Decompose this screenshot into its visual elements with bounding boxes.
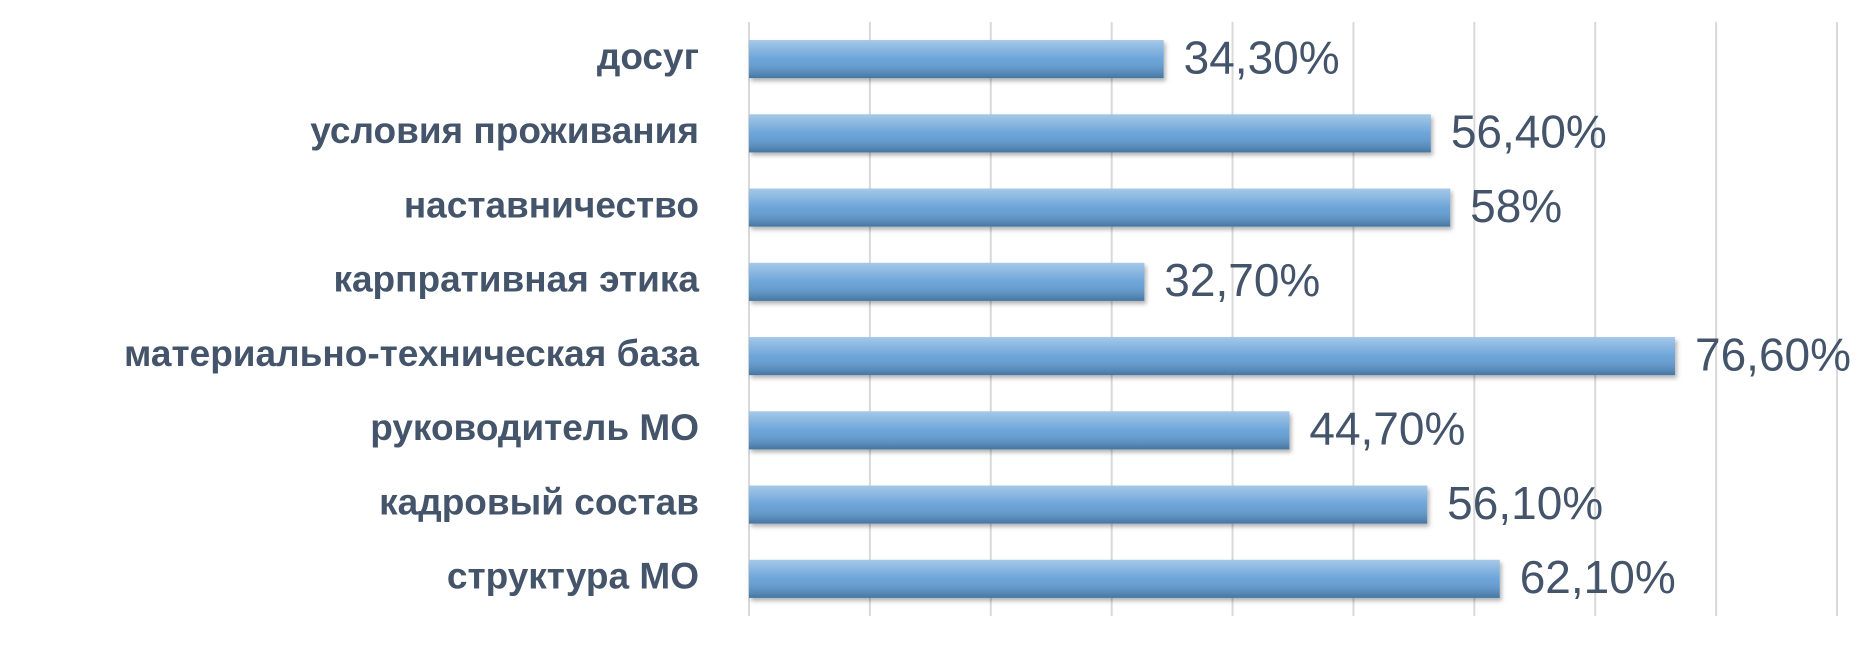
- bar-shading: [749, 262, 1145, 301]
- y-tick-label: кадровый состав: [379, 481, 699, 522]
- y-tick-label: карпративная этика: [333, 259, 699, 300]
- bar-shading: [749, 114, 1431, 153]
- value-label: 58%: [1470, 180, 1562, 232]
- bar-shading: [749, 337, 1676, 376]
- value-label: 56,40%: [1451, 106, 1607, 158]
- bar-shading: [749, 559, 1500, 598]
- y-tick-label: условия проживания: [310, 110, 699, 151]
- bar-shading: [749, 40, 1164, 79]
- y-tick-label: материально-техническая база: [124, 333, 699, 374]
- value-label: 76,60%: [1695, 328, 1851, 380]
- value-label: 44,70%: [1309, 403, 1465, 455]
- y-tick-label: структура МО: [447, 556, 699, 597]
- value-label: 56,10%: [1447, 477, 1603, 529]
- y-tick-label: руководитель МО: [370, 407, 699, 448]
- y-tick-label: наставничество: [404, 184, 699, 225]
- bar-shading: [749, 411, 1290, 450]
- value-label: 62,10%: [1520, 551, 1676, 603]
- bar-shading: [749, 485, 1428, 524]
- value-label: 34,30%: [1184, 31, 1340, 83]
- value-label: 32,70%: [1164, 254, 1320, 306]
- bar-shading: [749, 188, 1451, 227]
- y-tick-label: досуг: [597, 36, 699, 77]
